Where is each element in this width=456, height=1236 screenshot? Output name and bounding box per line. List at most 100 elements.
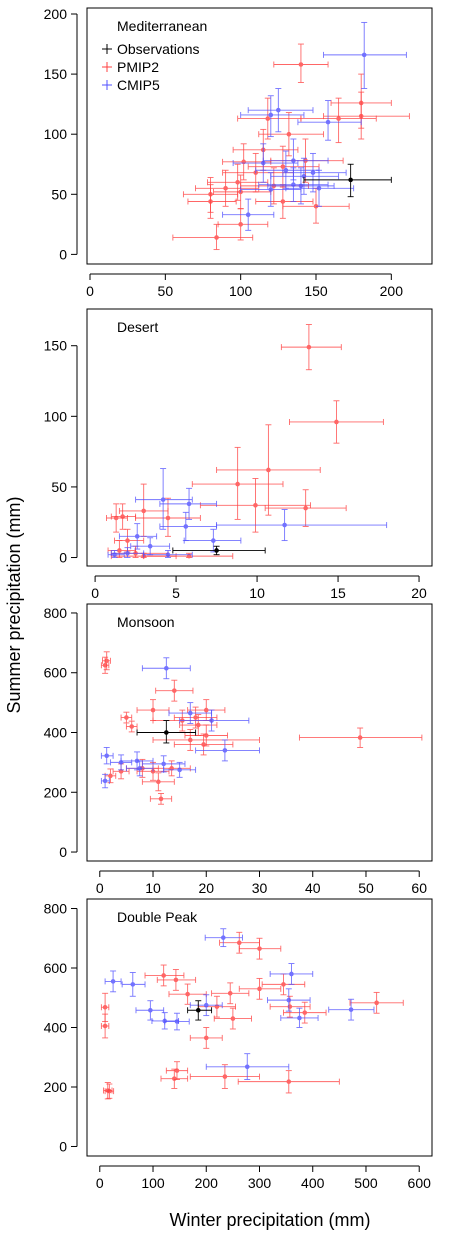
data-point (118, 523, 158, 550)
legend-label: Observations (117, 41, 199, 57)
point-marker (141, 508, 146, 514)
data-point (164, 1012, 190, 1031)
series-pmip2 (172, 43, 410, 251)
data-point (217, 208, 269, 241)
x-tick-label: 10 (145, 880, 161, 896)
data-point (135, 1000, 165, 1021)
data-point (107, 550, 125, 558)
point-marker (172, 1076, 177, 1081)
point-marker (227, 990, 233, 996)
data-point (211, 982, 250, 1005)
y-tick-label: 400 (44, 725, 68, 741)
data-point (298, 727, 423, 748)
point-marker (325, 119, 331, 125)
point-marker (302, 1010, 308, 1015)
x-tick-label: 0 (91, 585, 99, 601)
x-axis: 0 100 200 300 400 500 600 (96, 1165, 431, 1191)
point-marker (281, 982, 286, 987)
x-axis-label: Winter precipitation (mm) (169, 1210, 370, 1230)
point-marker (238, 222, 243, 227)
data-point (267, 167, 335, 205)
data-point (270, 157, 340, 195)
data-point (135, 497, 201, 537)
x-tick-label: 500 (354, 1175, 378, 1191)
point-marker (286, 997, 292, 1003)
data-point (282, 187, 350, 224)
data-point (172, 545, 266, 556)
x-axis: 0 10 20 30 40 50 60 (96, 870, 427, 896)
point-marker (316, 185, 322, 191)
y-tick-label: 200 (44, 784, 68, 800)
data-point (273, 43, 329, 83)
y-tick-label: 0 (59, 246, 67, 262)
data-point (187, 1000, 213, 1021)
point-marker (129, 724, 135, 729)
data-point (264, 489, 347, 527)
data-point (168, 983, 207, 1005)
y-tick-label: 100 (44, 126, 68, 142)
series-observations (172, 545, 266, 556)
y-tick-label: 0 (59, 550, 67, 566)
point-marker (195, 722, 201, 728)
y-axis: 0 200 400 600 800 (44, 901, 78, 1154)
data-point (232, 143, 299, 183)
x-axis: 0 5 10 15 20 (91, 575, 427, 601)
point-marker (185, 991, 190, 997)
point-marker (147, 543, 153, 549)
point-marker (286, 131, 292, 137)
point-marker (280, 199, 286, 204)
x-tick-label: 20 (198, 880, 214, 896)
point-marker (214, 1004, 220, 1009)
data-point (100, 1013, 110, 1039)
data-point (143, 550, 193, 558)
data-point (179, 714, 218, 736)
point-marker (112, 552, 117, 558)
series-cmip5 (222, 21, 407, 231)
x-tick-label: 30 (252, 880, 268, 896)
point-marker (298, 183, 304, 189)
point-marker (276, 107, 281, 113)
y-tick-label: 150 (44, 66, 68, 82)
data-point (156, 969, 197, 991)
data-point (300, 97, 377, 144)
data-point (130, 537, 171, 556)
data-point (100, 656, 110, 674)
point-marker (203, 1002, 209, 1008)
y-tick-label: 600 (44, 665, 68, 681)
data-point (173, 733, 234, 756)
y-tick-label: 800 (44, 901, 68, 917)
point-marker (282, 522, 287, 528)
data-point (104, 768, 117, 784)
data-point (187, 699, 226, 721)
data-point (144, 964, 185, 987)
data-point (125, 760, 154, 777)
series-pmip2 (100, 651, 423, 805)
point-marker (158, 796, 164, 802)
y-axis: 0 50 100 150 200 (44, 6, 78, 262)
data-point (183, 528, 242, 553)
y-tick-label: 200 (44, 6, 68, 22)
point-marker (265, 116, 271, 121)
data-point (222, 198, 275, 231)
panels: 0 50 100 150 200050100150200MediterraneanObs… (44, 6, 433, 1191)
point-marker (201, 742, 206, 747)
data-point (297, 100, 362, 141)
data-point (179, 709, 250, 732)
data-point (216, 424, 321, 516)
point-marker (283, 167, 289, 173)
point-marker (165, 552, 171, 558)
point-marker (235, 179, 240, 185)
data-point (199, 478, 311, 533)
point-marker (130, 982, 136, 987)
data-point (258, 167, 329, 202)
data-point (269, 963, 314, 985)
y-tick-label: 150 (44, 338, 68, 354)
x-tick-label: 10 (249, 585, 265, 601)
point-marker (235, 481, 240, 487)
point-marker (174, 1019, 180, 1024)
legend-label: PMIP2 (117, 59, 159, 75)
point-marker (211, 538, 216, 543)
y-tick-label: 600 (44, 960, 68, 976)
point-marker (280, 164, 286, 169)
